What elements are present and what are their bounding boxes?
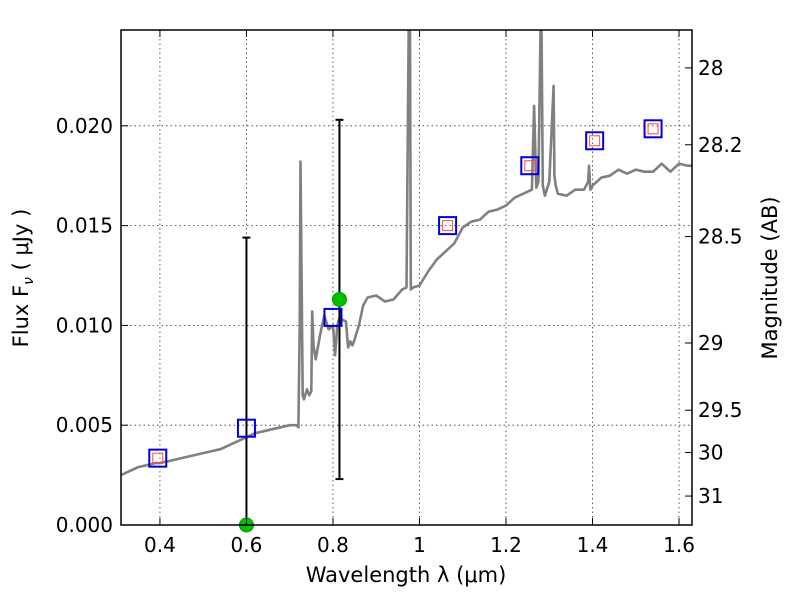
plot-series [121, 30, 692, 533]
detection-point [331, 291, 347, 307]
y-tick-label: 0.020 [56, 114, 113, 138]
y2-tick-label: 29 [698, 331, 723, 355]
y-tick-label: 0.015 [56, 214, 113, 238]
model-flux-square [520, 156, 540, 176]
y2-tick-label: 28.2 [698, 133, 743, 157]
model-flux-inner-square [524, 160, 536, 172]
x-axis-label: Wavelength λ (μm) [306, 563, 507, 587]
y-tick-label: 0.000 [56, 513, 113, 537]
y-axis-label-main: Flux F [9, 285, 33, 347]
model-flux-square [585, 131, 605, 151]
model-flux-square [148, 448, 168, 468]
x-tick-label: 0.4 [144, 533, 176, 557]
model-flux-inner-square [152, 452, 164, 464]
spectrum-line [121, 30, 692, 477]
model-flux-square [643, 119, 663, 139]
x-tick-label: 1.2 [490, 533, 522, 557]
y-tick-label: 0.010 [56, 313, 113, 337]
y2-tick-label: 29.5 [698, 398, 743, 422]
y2-tick-label: 30 [698, 441, 723, 465]
y2-axis-label: Magnitude (AB) [758, 196, 782, 359]
model-flux-square [236, 418, 256, 438]
y-axis-label-sub: ν [21, 277, 37, 285]
y-axis-label: Flux Fν ( μJy ) [9, 209, 37, 348]
model-flux-square [438, 216, 458, 236]
model-flux-inner-square [647, 123, 659, 135]
clipped-series [121, 30, 692, 477]
x-tick-label: 1 [413, 533, 426, 557]
x-tick-label: 0.8 [317, 533, 349, 557]
y2-tick-label: 28 [698, 56, 723, 80]
model-flux-inner-square [442, 220, 454, 232]
model-flux-square [323, 307, 343, 327]
x-tick-label: 0.6 [231, 533, 263, 557]
x-tick-label: 1.4 [577, 533, 609, 557]
x-tick-label: 1.6 [663, 533, 695, 557]
y-axis-label-units: ( μJy ) [9, 209, 33, 277]
y-tick-label: 0.005 [56, 413, 113, 437]
y2-tick-label: 31 [698, 484, 723, 508]
y2-tick-label: 28.5 [698, 225, 743, 249]
plot-frame [120, 29, 693, 526]
model-flux-inner-square [589, 135, 601, 147]
axis-ticks: 0.4 0.6 0.8 1 1.2 1.4 1.6 0.000 0.005 0.010 0.015 0… [56, 30, 743, 557]
